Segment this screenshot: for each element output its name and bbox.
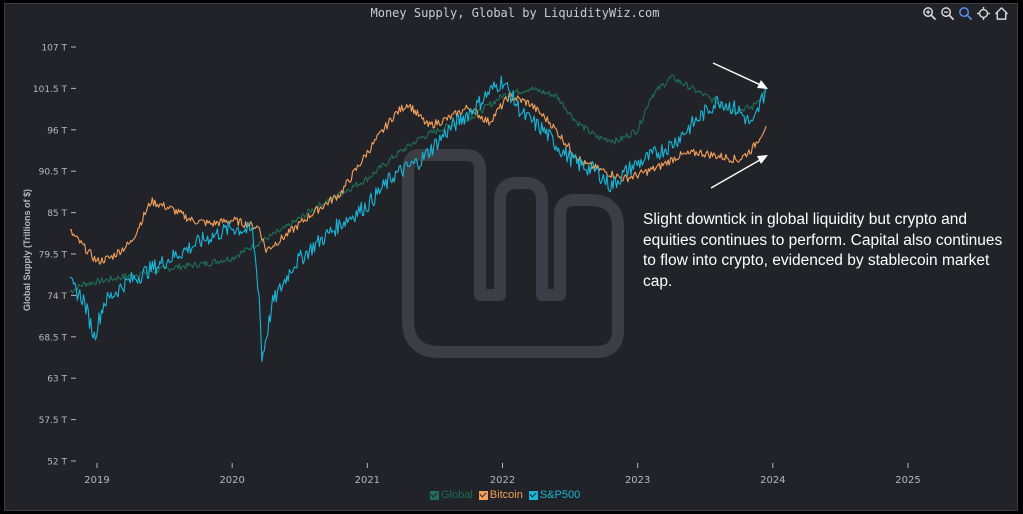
annotation-text: Slight downtick in global liquidity but … [643, 211, 1003, 290]
arrow-to-bitcoin-line [710, 156, 766, 189]
legend-label: Bitcoin [489, 489, 523, 501]
legend-label: Global [441, 489, 473, 501]
legend-label: S&P500 [539, 489, 581, 501]
legend-checkbox[interactable] [478, 490, 488, 500]
legend-checkbox[interactable] [528, 490, 538, 500]
y-tick-label: 57.5 T [39, 416, 68, 426]
annotation-arrows [710, 62, 768, 189]
x-tick-label: 2019 [84, 475, 109, 486]
pan-icon[interactable] [976, 6, 991, 21]
x-tick-label: 2021 [355, 475, 380, 486]
x-tick-label: 2025 [895, 475, 920, 486]
y-tick-label: 74 T [47, 292, 67, 302]
liquiditywiz-watermark-logo [402, 149, 624, 358]
chart-toolbar [922, 6, 1009, 22]
zoom-select-icon[interactable] [958, 6, 973, 21]
y-tick-label: 107 T [41, 44, 67, 54]
y-tick-label: 85 T [47, 209, 67, 219]
y-tick-label: 96 T [47, 126, 67, 136]
x-tick-label: 2020 [219, 475, 244, 486]
y-tick-label: 90.5 T [39, 168, 68, 178]
x-tick-label: 2022 [490, 475, 515, 486]
legend-item-sp500[interactable]: S&P500 [528, 489, 581, 501]
series-line-sp500 [69, 75, 767, 363]
arrow-to-global-line [712, 62, 766, 88]
x-tick-label: 2024 [760, 475, 785, 486]
series-line-bitcoin [70, 92, 767, 265]
legend-checkbox[interactable] [430, 490, 439, 500]
arrowhead-global [757, 80, 768, 89]
y-tick-label: 68.5 T [39, 333, 68, 343]
chart-legend: Global Bitcoin S&P500 [430, 489, 580, 501]
series-line-global [69, 74, 767, 294]
arrowhead-bitcoin [757, 155, 768, 164]
home-icon[interactable] [994, 6, 1009, 21]
y-tick-label: 101.5 T [33, 85, 68, 95]
zoom-out-icon[interactable] [940, 6, 955, 21]
legend-item-global[interactable]: Global [430, 489, 473, 501]
x-tick-label: 2023 [625, 475, 650, 486]
y-tick-label: 63 T [47, 375, 67, 385]
y-tick-label: 79.5 T [39, 251, 68, 261]
y-tick-label: 52 T [47, 458, 67, 468]
zoom-in-icon[interactable] [922, 6, 937, 21]
y-axis-title: Global Supply (Trillions of $) [22, 189, 32, 311]
chart-title: Money Supply, Global by LiquidityWiz.com [370, 6, 660, 20]
legend-item-bitcoin[interactable]: Bitcoin [478, 489, 523, 501]
